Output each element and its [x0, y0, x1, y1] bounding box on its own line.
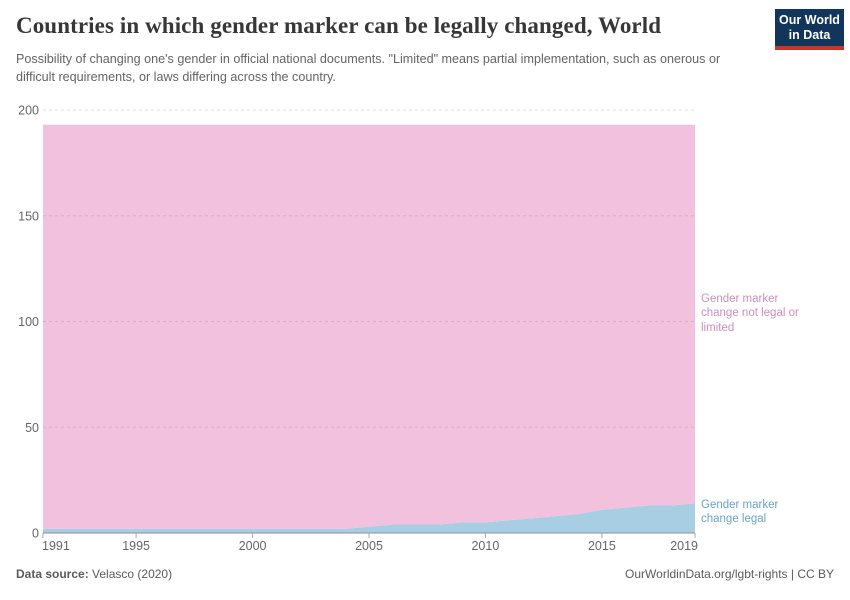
- y-tick-label: 200: [18, 104, 39, 118]
- series-label-line: change not legal or: [701, 307, 799, 320]
- series-label-line: change legal: [701, 513, 767, 526]
- series-label-not-legal-or-limited: Gender marker change not legal or limite…: [701, 292, 821, 335]
- x-tick-label: 2019: [670, 539, 698, 553]
- y-tick-label: 100: [18, 315, 39, 329]
- data-source: Data source: Velasco (2020): [16, 567, 172, 581]
- owid-logo-line2: in Data: [788, 27, 831, 42]
- x-tick-label: 2010: [471, 539, 499, 553]
- x-tick-label: 2005: [355, 539, 383, 553]
- citation-link[interactable]: OurWorldinData.org/lgbt-rights | CC BY: [625, 567, 834, 581]
- series-label-legal: Gender marker change legal: [701, 498, 821, 527]
- x-tick-label: 2015: [588, 539, 616, 553]
- area-not-legal-or-limited[interactable]: [43, 124, 695, 529]
- y-tick-label: 50: [25, 421, 39, 435]
- series-label-line: Gender marker: [701, 293, 779, 305]
- owid-logo-line1: Our World: [779, 12, 840, 27]
- data-source-label: Data source:: [16, 567, 89, 581]
- series-label-line: Gender marker: [701, 499, 779, 511]
- owid-logo[interactable]: Our World in Data: [775, 9, 844, 50]
- chart-subtitle: Possibility of changing one's gender in …: [16, 52, 721, 84]
- x-tick-label: 1991: [42, 539, 70, 553]
- x-tick-label: 2000: [239, 539, 267, 553]
- data-source-value: Velasco (2020): [88, 567, 173, 581]
- series-label-line: limited: [701, 321, 735, 334]
- area-legal[interactable]: [43, 503, 695, 533]
- y-tick-label: 150: [18, 209, 39, 223]
- y-tick-label: 0: [32, 527, 39, 541]
- chart-title: Countries in which gender marker can be …: [16, 13, 662, 38]
- x-tick-label: 1995: [122, 539, 150, 553]
